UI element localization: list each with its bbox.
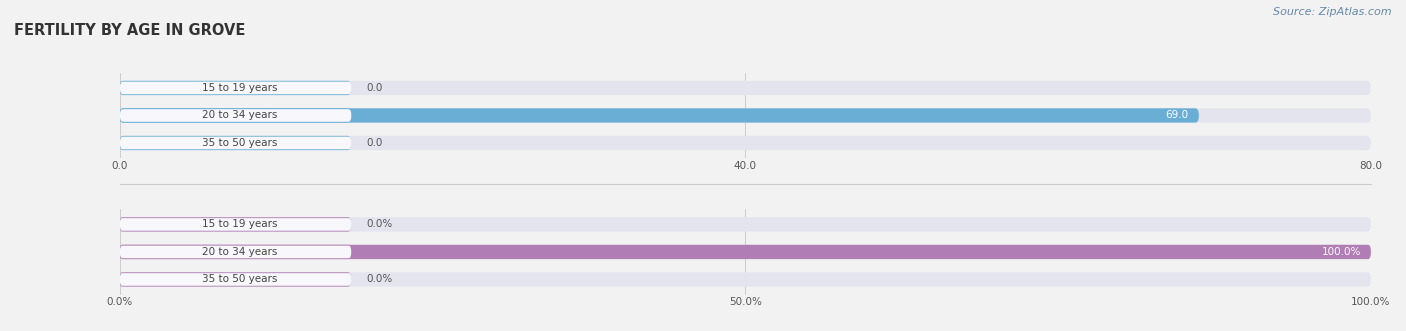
FancyBboxPatch shape [120, 136, 352, 150]
FancyBboxPatch shape [120, 108, 1371, 122]
Text: 0.0: 0.0 [366, 83, 382, 93]
FancyBboxPatch shape [120, 245, 352, 259]
FancyBboxPatch shape [120, 245, 1371, 259]
FancyBboxPatch shape [120, 217, 1371, 232]
Text: 100.0%: 100.0% [1322, 247, 1361, 257]
FancyBboxPatch shape [120, 136, 1371, 150]
FancyBboxPatch shape [120, 218, 352, 231]
FancyBboxPatch shape [120, 272, 352, 287]
FancyBboxPatch shape [120, 108, 1199, 122]
FancyBboxPatch shape [120, 217, 352, 232]
Text: 35 to 50 years: 35 to 50 years [202, 274, 277, 284]
Text: 0.0%: 0.0% [366, 219, 392, 229]
Text: Source: ZipAtlas.com: Source: ZipAtlas.com [1274, 7, 1392, 17]
Text: 69.0: 69.0 [1166, 111, 1189, 120]
FancyBboxPatch shape [120, 82, 352, 94]
FancyBboxPatch shape [120, 109, 352, 122]
FancyBboxPatch shape [120, 81, 352, 95]
FancyBboxPatch shape [120, 273, 352, 286]
Text: 15 to 19 years: 15 to 19 years [202, 219, 277, 229]
Text: 0.0: 0.0 [366, 138, 382, 148]
FancyBboxPatch shape [120, 272, 1371, 287]
FancyBboxPatch shape [120, 108, 352, 122]
Text: 0.0%: 0.0% [366, 274, 392, 284]
Text: 20 to 34 years: 20 to 34 years [202, 247, 277, 257]
Text: 20 to 34 years: 20 to 34 years [202, 111, 277, 120]
FancyBboxPatch shape [120, 246, 352, 258]
Text: 15 to 19 years: 15 to 19 years [202, 83, 277, 93]
FancyBboxPatch shape [120, 81, 1371, 95]
FancyBboxPatch shape [120, 245, 1371, 259]
FancyBboxPatch shape [120, 137, 352, 149]
Text: 35 to 50 years: 35 to 50 years [202, 138, 277, 148]
Text: FERTILITY BY AGE IN GROVE: FERTILITY BY AGE IN GROVE [14, 23, 246, 38]
